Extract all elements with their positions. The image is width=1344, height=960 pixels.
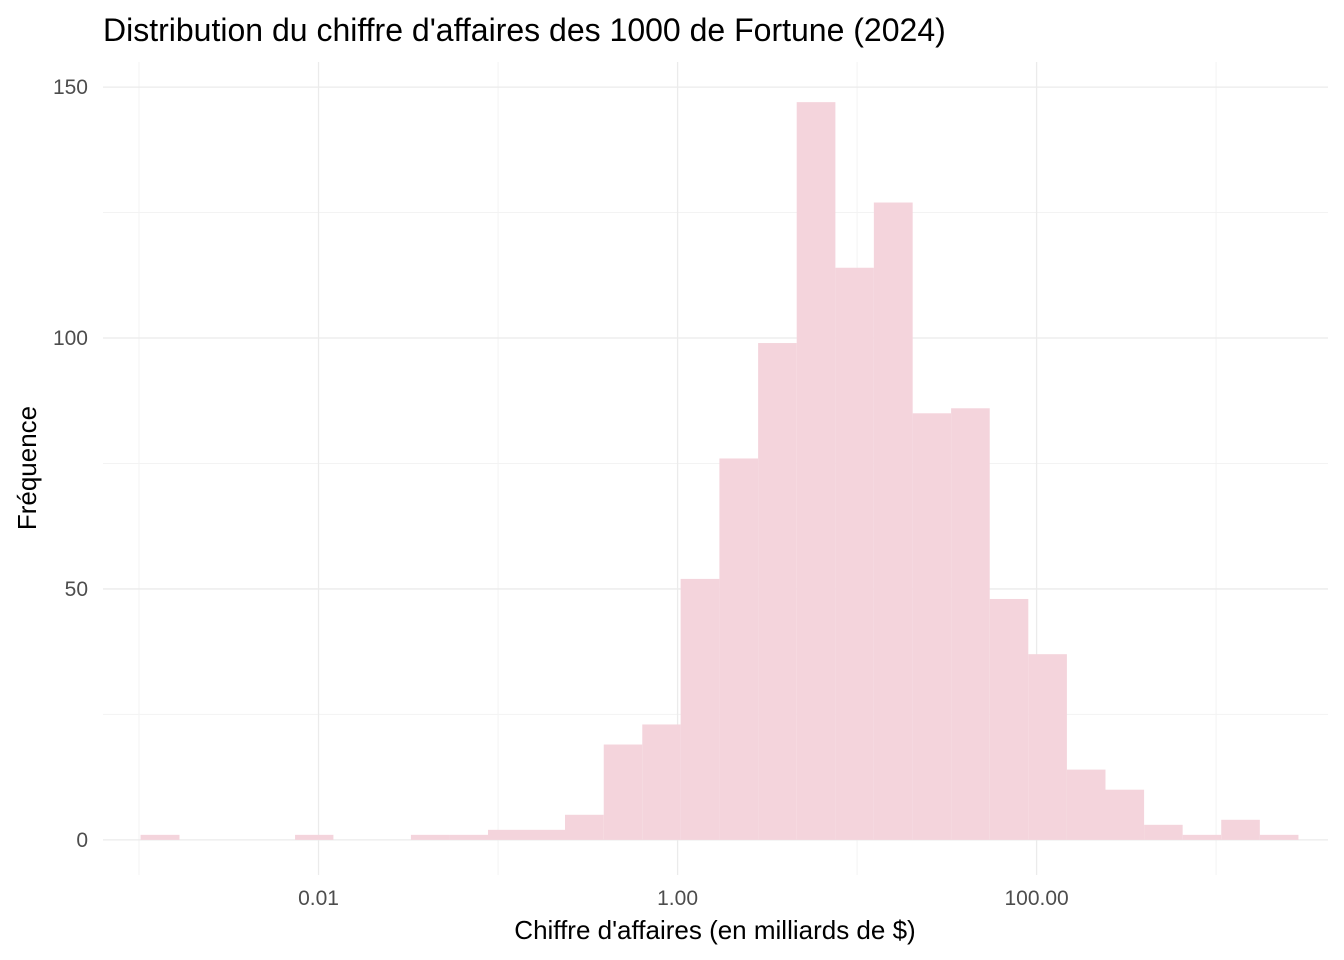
histogram-bar: [1182, 834, 1222, 840]
chart-title: Distribution du chiffre d'affaires des 1…: [103, 12, 946, 48]
histogram-bar: [295, 834, 334, 840]
histogram-bar: [680, 578, 720, 840]
histogram-bar: [1066, 769, 1106, 840]
x-axis-tick-labels: 0.01 1.00 100.00: [298, 887, 1069, 910]
histogram-bar: [487, 829, 527, 840]
histogram-bar: [758, 343, 797, 840]
histogram-bar: [951, 408, 990, 840]
histogram-bar: [410, 834, 450, 840]
y-tick-label: 0: [76, 829, 88, 852]
histogram-bar: [989, 598, 1029, 840]
y-tick-label: 150: [53, 76, 88, 99]
x-tick-label: 100.00: [1004, 887, 1068, 910]
histogram-bar: [449, 834, 488, 840]
histogram-bars: [140, 102, 1299, 840]
y-axis-title: Fréquence: [12, 406, 42, 530]
y-axis-tick-labels: 0 50 100 150: [53, 76, 88, 852]
x-tick-label: 0.01: [298, 887, 339, 910]
histogram-bar: [1221, 819, 1260, 840]
x-tick-label: 1.00: [657, 887, 698, 910]
histogram-bar: [140, 834, 180, 840]
histogram-bar: [835, 267, 874, 840]
x-axis-title: Chiffre d'affaires (en milliards de $): [514, 915, 915, 945]
y-tick-label: 100: [53, 327, 88, 350]
histogram-bar: [912, 413, 952, 840]
histogram-bar: [1028, 654, 1067, 840]
histogram-bar: [642, 724, 681, 840]
histogram-bar: [1259, 834, 1299, 840]
histogram-bar: [1105, 789, 1145, 840]
y-tick-label: 50: [65, 578, 88, 601]
histogram-bar: [873, 202, 913, 840]
histogram-bar: [526, 829, 565, 840]
histogram-bar: [1144, 824, 1183, 840]
histogram-bar: [603, 744, 643, 840]
histogram-bar: [796, 102, 836, 840]
histogram-bar: [564, 814, 604, 840]
histogram-bar: [719, 458, 759, 840]
